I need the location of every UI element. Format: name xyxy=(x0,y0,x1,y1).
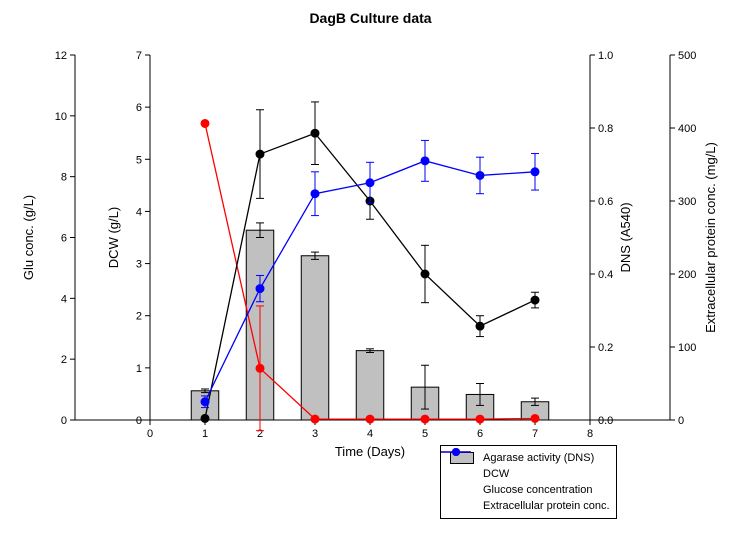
svg-text:500: 500 xyxy=(678,50,696,62)
legend-swatch-protein xyxy=(447,500,477,512)
glucose-marker xyxy=(256,364,264,372)
svg-text:4: 4 xyxy=(61,293,67,305)
protein-marker xyxy=(476,171,484,179)
legend: Agarase activity (DNS) DCW Glucose concent… xyxy=(440,445,617,519)
svg-text:5: 5 xyxy=(422,428,428,440)
dcw-marker xyxy=(311,129,319,137)
svg-text:Glu conc. (g/L): Glu conc. (g/L) xyxy=(21,195,36,280)
svg-text:0: 0 xyxy=(136,415,142,427)
svg-text:1: 1 xyxy=(202,428,208,440)
svg-text:2: 2 xyxy=(61,354,67,366)
svg-text:1: 1 xyxy=(136,363,142,375)
svg-text:0.0: 0.0 xyxy=(598,415,613,427)
svg-text:3: 3 xyxy=(136,259,142,271)
svg-text:300: 300 xyxy=(678,196,696,208)
svg-text:8: 8 xyxy=(61,172,67,184)
svg-text:0.2: 0.2 xyxy=(598,342,613,354)
svg-text:10: 10 xyxy=(55,111,67,123)
bar xyxy=(301,256,329,420)
glucose-marker xyxy=(531,414,539,422)
legend-item-protein: Extracellular protein conc. xyxy=(447,498,610,514)
glucose-marker xyxy=(201,119,209,127)
legend-swatch-glucose xyxy=(447,484,477,496)
dcw-marker xyxy=(201,414,209,422)
dcw-marker xyxy=(421,270,429,278)
svg-text:5: 5 xyxy=(136,154,142,166)
glucose-marker xyxy=(311,415,319,423)
svg-text:0: 0 xyxy=(61,415,67,427)
svg-text:0.4: 0.4 xyxy=(598,269,613,281)
svg-text:4: 4 xyxy=(367,428,373,440)
svg-text:6: 6 xyxy=(61,233,67,245)
legend-swatch-dcw xyxy=(447,468,477,480)
legend-label: Agarase activity (DNS) xyxy=(483,452,594,464)
chart-container: DagB Culture data 012345678Time (Days)02… xyxy=(0,0,741,537)
svg-text:200: 200 xyxy=(678,269,696,281)
svg-text:0.6: 0.6 xyxy=(598,196,613,208)
dcw-marker xyxy=(256,150,264,158)
protein-marker xyxy=(531,168,539,176)
svg-text:6: 6 xyxy=(477,428,483,440)
legend-label: Extracellular protein conc. xyxy=(483,500,610,512)
svg-text:7: 7 xyxy=(532,428,538,440)
dcw-marker xyxy=(476,322,484,330)
svg-text:1.0: 1.0 xyxy=(598,50,613,62)
chart-svg: 012345678Time (Days)024681012Glu conc. (… xyxy=(0,0,741,537)
glucose-marker xyxy=(366,415,374,423)
svg-text:100: 100 xyxy=(678,342,696,354)
svg-text:400: 400 xyxy=(678,123,696,135)
legend-label: Glucose concentration xyxy=(483,484,592,496)
svg-text:4: 4 xyxy=(136,206,142,218)
svg-text:7: 7 xyxy=(136,50,142,62)
protein-marker xyxy=(311,190,319,198)
protein-marker xyxy=(421,157,429,165)
svg-text:0: 0 xyxy=(678,415,684,427)
legend-item-glucose: Glucose concentration xyxy=(447,482,610,498)
glucose-marker xyxy=(476,415,484,423)
svg-text:2: 2 xyxy=(136,311,142,323)
svg-text:8: 8 xyxy=(587,428,593,440)
bar xyxy=(356,351,384,420)
svg-text:12: 12 xyxy=(55,50,67,62)
svg-text:3: 3 xyxy=(312,428,318,440)
glucose-marker xyxy=(421,415,429,423)
legend-item-bars: Agarase activity (DNS) xyxy=(447,450,610,466)
svg-text:Time (Days): Time (Days) xyxy=(335,444,405,459)
svg-text:6: 6 xyxy=(136,102,142,114)
legend-label: DCW xyxy=(483,468,509,480)
protein-marker xyxy=(201,398,209,406)
svg-text:DNS (A540): DNS (A540) xyxy=(618,202,633,272)
svg-text:0: 0 xyxy=(147,428,153,440)
dcw-marker xyxy=(531,296,539,304)
svg-text:0.8: 0.8 xyxy=(598,123,613,135)
svg-text:DCW (g/L): DCW (g/L) xyxy=(106,207,121,268)
svg-text:Extracellular protein conc. (m: Extracellular protein conc. (mg/L) xyxy=(703,142,718,333)
protein-marker xyxy=(366,179,374,187)
legend-item-dcw: DCW xyxy=(447,466,610,482)
protein-marker xyxy=(256,285,264,293)
